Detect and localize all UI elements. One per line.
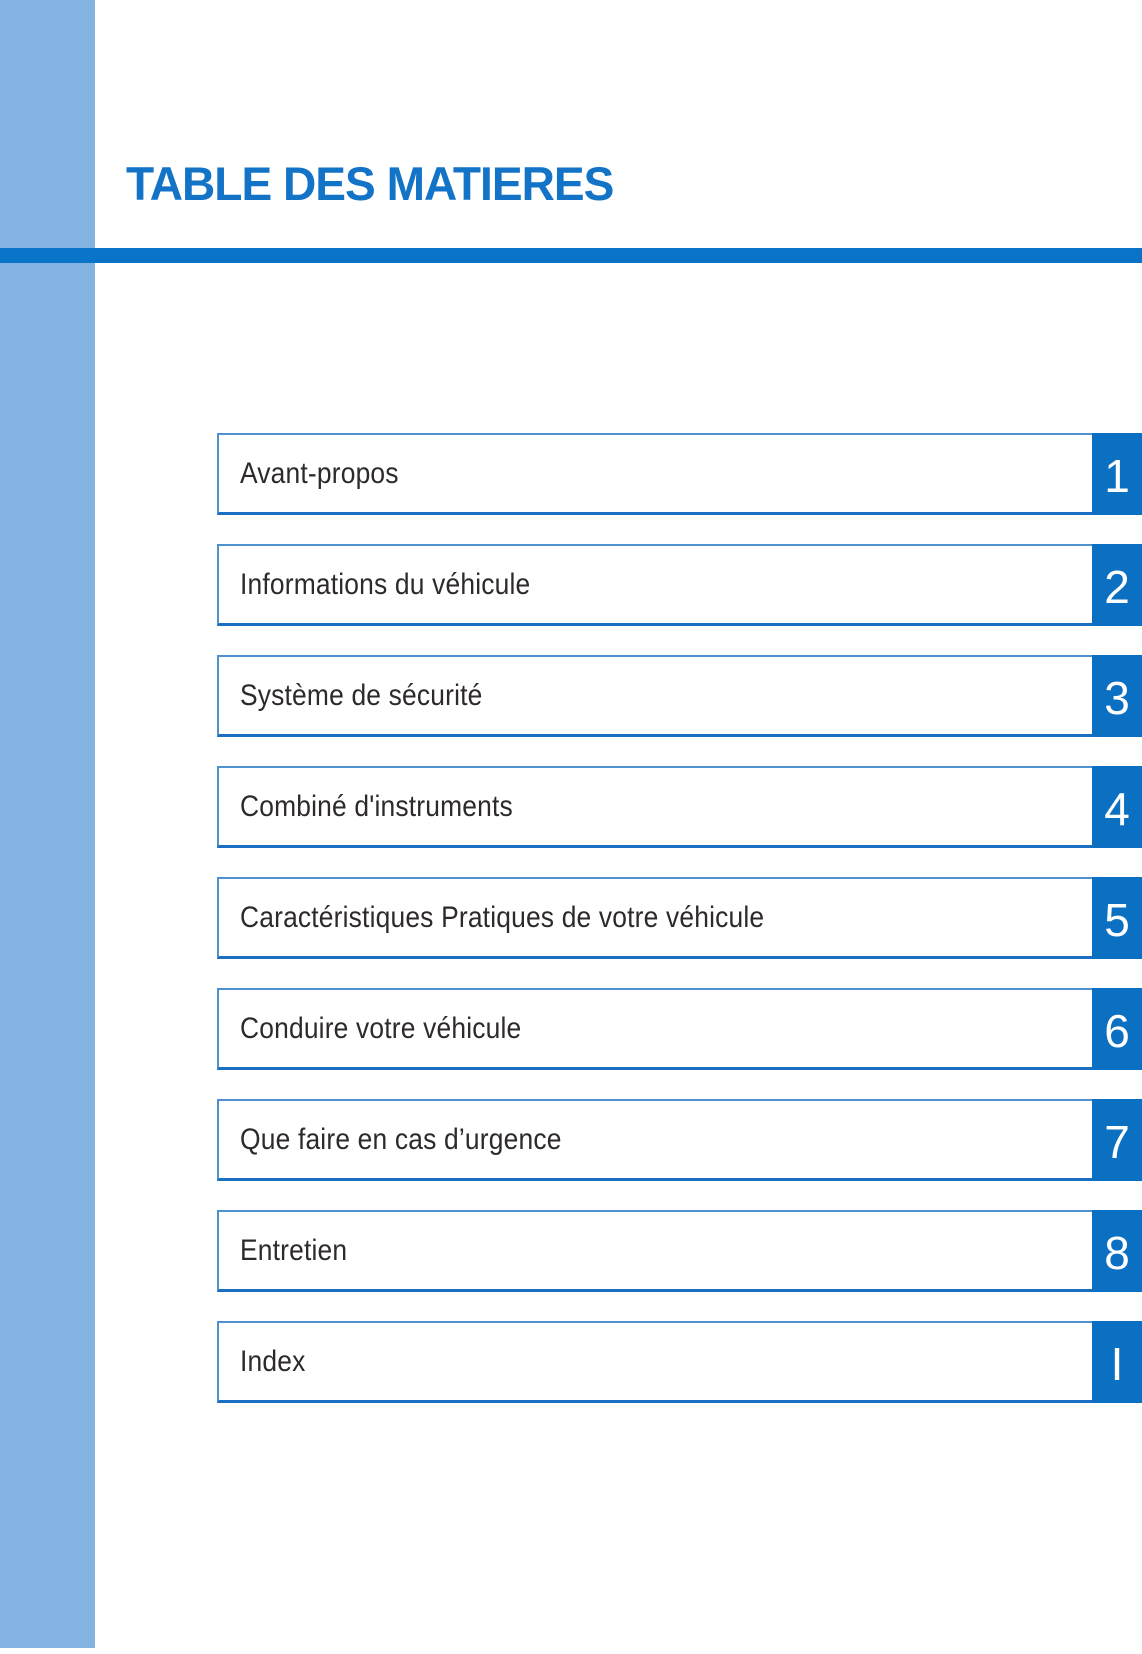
toc-row[interactable]: Que faire en cas d’urgence 7 xyxy=(217,1099,1142,1181)
toc-chapter-label: Système de sécurité xyxy=(240,678,483,712)
toc-chapter-label: Que faire en cas d’urgence xyxy=(240,1122,562,1156)
toc-chapter-label: Index xyxy=(240,1344,306,1378)
toc-chapter-label: Combiné d'instruments xyxy=(240,789,513,823)
toc-chapter-number-tab[interactable]: 2 xyxy=(1092,544,1142,626)
header-divider-bar xyxy=(0,248,1142,263)
toc-chapter-number-tab[interactable]: 3 xyxy=(1092,655,1142,737)
toc-chapter-number: 3 xyxy=(1104,671,1130,724)
toc-chapter-number-tab[interactable]: 8 xyxy=(1092,1210,1142,1292)
toc-chapter-label: Caractéristiques Pratiques de votre véhi… xyxy=(240,900,765,934)
toc-chapter-number: 1 xyxy=(1104,449,1130,502)
toc-chapter-number-tab[interactable]: 4 xyxy=(1092,766,1142,848)
toc-row[interactable]: Index I xyxy=(217,1321,1142,1403)
toc-chapter-box[interactable]: Index xyxy=(217,1321,1092,1403)
toc-row[interactable]: Combiné d'instruments 4 xyxy=(217,766,1142,848)
toc-chapter-box[interactable]: Avant-propos xyxy=(217,433,1092,515)
toc-chapter-number-tab[interactable]: 1 xyxy=(1092,433,1142,515)
toc-chapter-box[interactable]: Que faire en cas d’urgence xyxy=(217,1099,1092,1181)
toc-row[interactable]: Informations du véhicule 2 xyxy=(217,544,1142,626)
toc-row[interactable]: Caractéristiques Pratiques de votre véhi… xyxy=(217,877,1142,959)
toc-chapter-number: 5 xyxy=(1104,893,1130,946)
toc-chapter-number-tab[interactable]: 5 xyxy=(1092,877,1142,959)
toc-chapter-number-tab[interactable]: 6 xyxy=(1092,988,1142,1070)
toc-row[interactable]: Entretien 8 xyxy=(217,1210,1142,1292)
toc-row[interactable]: Avant-propos 1 xyxy=(217,433,1142,515)
toc-chapter-label: Informations du véhicule xyxy=(240,567,531,601)
toc-row[interactable]: Conduire votre véhicule 6 xyxy=(217,988,1142,1070)
toc-chapter-number: 4 xyxy=(1104,782,1130,835)
toc-chapter-number: 6 xyxy=(1104,1004,1130,1057)
toc-chapter-box[interactable]: Entretien xyxy=(217,1210,1092,1292)
toc-chapter-box[interactable]: Conduire votre véhicule xyxy=(217,988,1092,1070)
toc-chapter-number: 7 xyxy=(1104,1115,1130,1168)
toc-chapter-number: I xyxy=(1110,1337,1124,1390)
toc-chapter-number: 2 xyxy=(1104,560,1130,613)
toc-chapter-label: Entretien xyxy=(240,1233,348,1267)
toc-chapter-label: Conduire votre véhicule xyxy=(240,1011,522,1045)
toc-list: Avant-propos 1 Informations du véhicule … xyxy=(217,433,1142,1432)
toc-chapter-box[interactable]: Combiné d'instruments xyxy=(217,766,1092,848)
sidebar-accent-bar xyxy=(0,0,95,1648)
toc-chapter-number-tab[interactable]: 7 xyxy=(1092,1099,1142,1181)
toc-chapter-number: 8 xyxy=(1104,1226,1130,1279)
toc-chapter-number-tab[interactable]: I xyxy=(1092,1321,1142,1403)
toc-chapter-box[interactable]: Système de sécurité xyxy=(217,655,1092,737)
toc-chapter-box[interactable]: Informations du véhicule xyxy=(217,544,1092,626)
page-title: TABLE DES MATIERES xyxy=(126,157,614,210)
toc-chapter-box[interactable]: Caractéristiques Pratiques de votre véhi… xyxy=(217,877,1092,959)
toc-chapter-label: Avant-propos xyxy=(240,456,399,490)
toc-row[interactable]: Système de sécurité 3 xyxy=(217,655,1142,737)
